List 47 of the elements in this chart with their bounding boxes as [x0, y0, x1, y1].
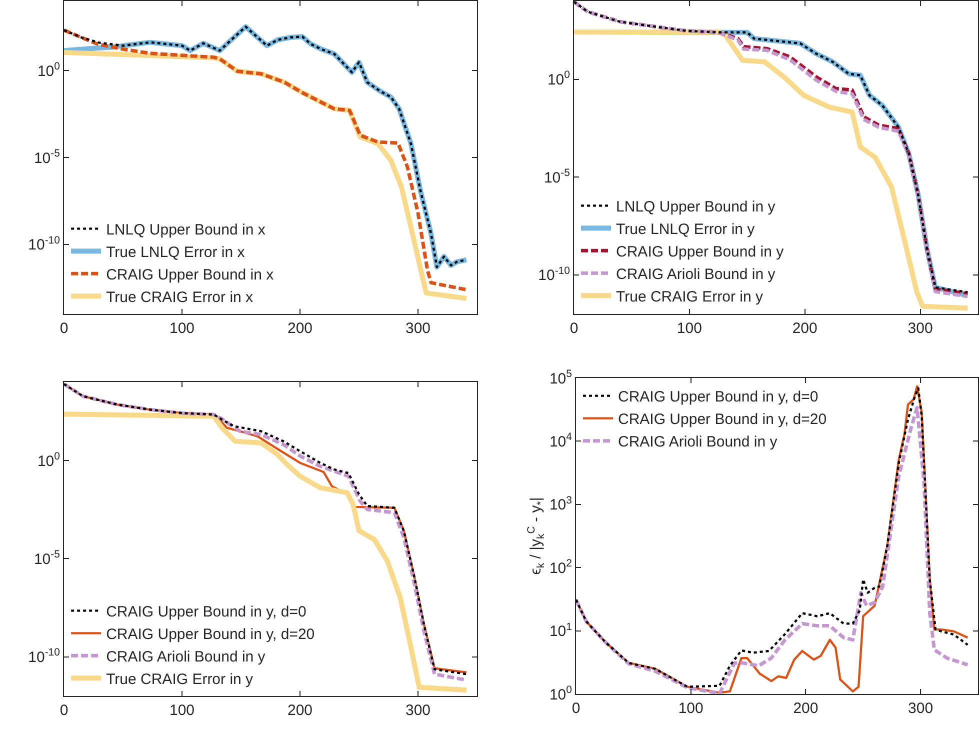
y-tick-label: 10$^{4}$ [549, 431, 572, 450]
legend-label: CRAIG Arioli Bound in y [616, 266, 776, 284]
legend-label: CRAIG Arioli Bound in y [106, 648, 266, 666]
y-tick-label: 10$^{-5}$ [34, 147, 60, 167]
x-tick-label: 200 [287, 702, 313, 719]
legend-label: CRAIG Upper Bound in y, d=0 [618, 388, 818, 406]
x-tick-label: 100 [169, 702, 195, 719]
legend-label: True CRAIG Error in y [616, 288, 764, 306]
x-tick-label: 100 [678, 700, 704, 717]
x-tick-label: 200 [287, 320, 313, 337]
x-tick-label: 0 [570, 320, 578, 337]
y-tick-label: 10$^{-10}$ [538, 264, 570, 284]
x-tick-label: 300 [908, 320, 933, 337]
legend-label: CRAIG Upper Bound in y [616, 244, 784, 261]
y-tick-label: 10$^{0}$ [37, 450, 60, 470]
legend-label: CRAIG Upper Bound in y, d=20 [618, 411, 827, 428]
y-tick-label: 10$^{0}$ [549, 684, 572, 704]
x-tick-label: 100 [676, 320, 702, 337]
y-tick-label: 10$^{0}$ [37, 60, 60, 80]
y-tick-label: 10$^{5}$ [549, 368, 572, 388]
legend-label: LNLQ Upper Bound in y [616, 198, 776, 216]
y-tick-label: 10$^{0}$ [547, 69, 570, 88]
y-tick-label: 10$^{-10}$ [28, 234, 60, 254]
legend-label: True CRAIG Error in x [106, 289, 254, 306]
legend-label: CRAIG Upper Bound in y, d=20 [106, 626, 315, 644]
x-tick-label: 300 [405, 320, 431, 337]
y-tick-label: 10$^{3}$ [549, 494, 572, 514]
legend-label: True LNLQ Error in x [106, 244, 246, 262]
legend-label: True CRAIG Error in y [106, 671, 254, 688]
y-tick-label: 10$^{-5}$ [544, 167, 570, 186]
y-tick-label: 10$^{2}$ [549, 558, 572, 577]
legend-label: CRAIG Upper Bound in y, d=0 [106, 604, 306, 621]
x-tick-label: 200 [793, 700, 818, 717]
y-tick-label: 10$^{-5}$ [34, 548, 60, 568]
x-tick-label: 300 [908, 700, 934, 717]
x-tick-label: 100 [169, 320, 195, 337]
y-tick-label: 10$^{1}$ [549, 620, 572, 640]
x-tick-label: 200 [792, 320, 818, 337]
y-tick-label: 10$^{-10}$ [28, 646, 60, 666]
x-tick-label: 300 [405, 702, 431, 719]
legend-label: CRAIG Upper Bound in x [106, 266, 274, 284]
x-tick-label: 0 [60, 320, 68, 337]
legend-label: CRAIG Arioli Bound in y [618, 434, 778, 451]
x-tick-label: 0 [60, 702, 68, 719]
legend-label: LNLQ Upper Bound in x [106, 222, 266, 239]
legend-label: True LNLQ Error in y [616, 221, 756, 238]
x-tick-label: 0 [572, 700, 580, 717]
